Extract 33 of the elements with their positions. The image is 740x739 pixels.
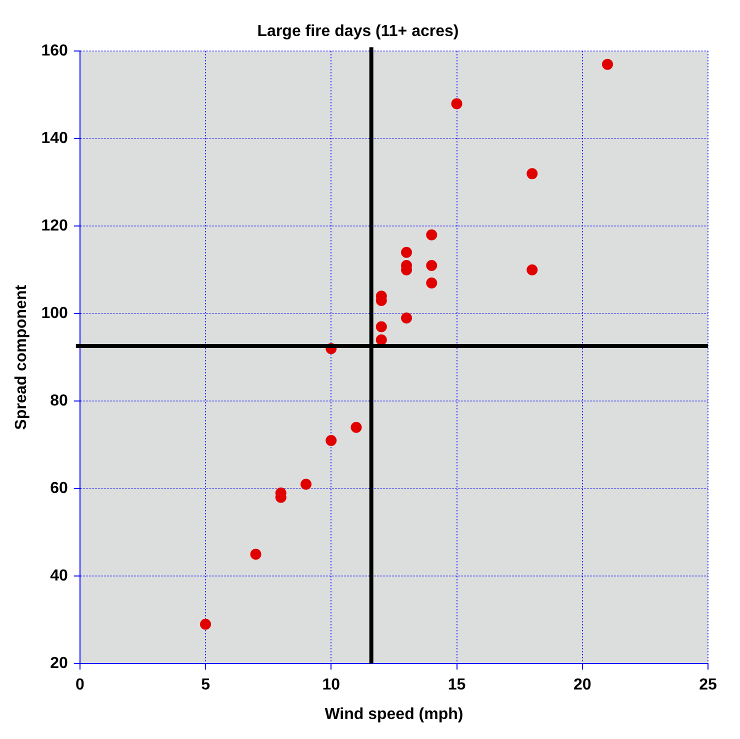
point bbox=[451, 98, 462, 110]
point bbox=[426, 229, 438, 240]
y-tick-label: 80 bbox=[50, 392, 68, 410]
y-tick-label: 20 bbox=[50, 655, 68, 672]
point bbox=[200, 618, 212, 630]
y-tick-label: 40 bbox=[50, 568, 68, 585]
point bbox=[376, 334, 387, 346]
x-tick-label: 10 bbox=[322, 676, 340, 694]
point bbox=[526, 168, 538, 180]
x-tick-label: 5 bbox=[201, 676, 210, 694]
x-tick-label: 15 bbox=[448, 676, 466, 694]
point bbox=[426, 260, 438, 272]
point bbox=[250, 548, 262, 560]
point bbox=[326, 435, 337, 446]
y-tick-label: 140 bbox=[41, 130, 68, 148]
y-tick-label: 100 bbox=[41, 305, 68, 322]
y-tick-label: 60 bbox=[50, 480, 68, 498]
x-tick-label: 25 bbox=[699, 676, 717, 694]
point bbox=[401, 312, 412, 324]
y-tick-label: 120 bbox=[41, 218, 68, 235]
point bbox=[350, 422, 362, 433]
point bbox=[376, 321, 387, 332]
chart-title: Large fire days (11+ acres) bbox=[257, 23, 459, 40]
x-tick-label: 0 bbox=[75, 676, 84, 694]
y-axis-title: Spread component bbox=[13, 284, 30, 430]
point bbox=[300, 478, 312, 490]
point bbox=[602, 58, 614, 70]
point bbox=[401, 246, 412, 258]
point bbox=[526, 264, 538, 276]
x-tick-label: 20 bbox=[573, 676, 592, 694]
point bbox=[426, 278, 438, 289]
y-tick-label: 160 bbox=[41, 42, 68, 60]
x-axis-title: Wind speed (mph) bbox=[324, 706, 464, 723]
